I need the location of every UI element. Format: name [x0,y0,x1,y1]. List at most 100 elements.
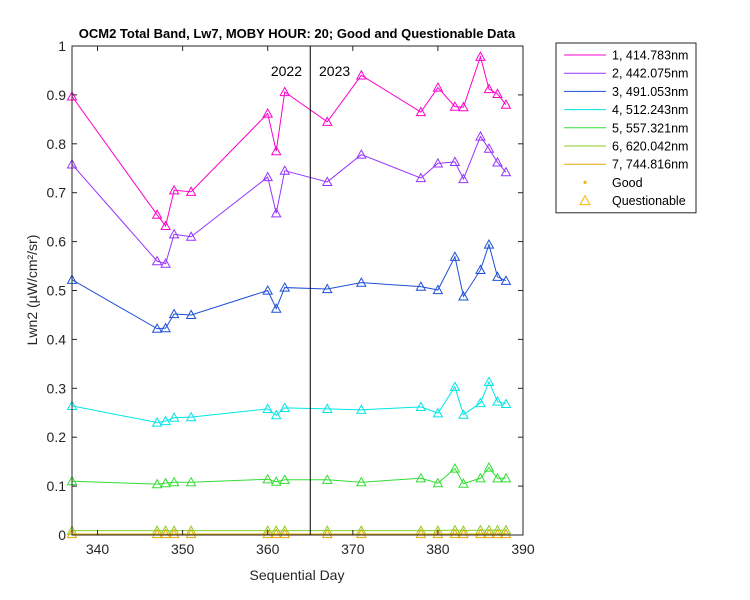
data-point [321,116,333,126]
data-point [168,476,180,487]
data-point [355,69,367,80]
data-point [270,476,282,486]
x-axis-label: Sequential Day [250,567,345,583]
chart-title: OCM2 Total Band, Lw7, MOBY HOUR: 20; Goo… [79,26,516,41]
y-tick-label: 0.4 [47,331,67,347]
data-point [185,411,197,422]
data-point [483,528,495,539]
data-point [458,290,469,301]
plot-area [66,45,524,539]
legend-label: 5, 557.321nm [612,121,688,135]
series-3 [66,239,512,333]
data-point [500,166,512,177]
data-point [432,407,444,418]
data-point [151,209,163,219]
data-point [458,101,469,112]
data-point [492,156,503,167]
data-point [449,462,461,473]
data-point [355,476,367,487]
data-point [262,107,274,118]
data-point [492,271,503,281]
data-point [279,165,291,175]
data-point [415,472,427,483]
y-tick-label: 0.1 [47,478,67,494]
legend-label: 2, 442.075nm [612,67,688,81]
y-tick-label: 0.7 [47,185,67,201]
legend-label: 4, 512.243nm [612,103,688,117]
data-point [432,477,444,488]
x-axis: 340 350 360 370 380 390 [86,46,535,557]
legend-label: 6, 620.042nm [612,140,688,154]
y-tick-label: 0.9 [47,87,67,103]
data-point [262,403,274,413]
data-point [168,184,180,195]
data-point [262,473,274,484]
data-point [279,282,291,292]
data-point [483,239,495,249]
data-point [185,309,197,320]
y-tick-label: 0.5 [47,283,67,299]
data-point [458,528,469,539]
y-tick-label: 0.6 [47,234,67,250]
data-point [492,395,503,406]
data-point [415,281,427,291]
data-point [185,528,197,539]
data-point [500,99,512,109]
data-point [475,51,486,61]
data-point [279,402,291,412]
data-point [151,478,163,489]
data-point [262,284,274,295]
data-point [355,404,367,414]
legend-label: Questionable [612,194,686,208]
data-point [475,397,486,408]
data-point [432,284,444,295]
data-point [500,275,512,285]
data-point [492,472,503,483]
data-point [475,528,486,539]
data-point [185,186,197,196]
series-line [71,55,507,228]
data-point [415,528,427,539]
series-7 [66,528,512,539]
data-point [458,478,469,488]
y-axis-label: Lwn2 (µW/cm²/sr) [24,235,40,346]
data-point [185,231,197,241]
data-point [475,130,486,141]
data-point [449,156,461,166]
data-point [458,173,469,184]
data-point [475,264,486,275]
data-point [483,376,495,387]
data-point [270,528,282,539]
data-point [279,474,291,484]
data-point [321,474,333,484]
data-point [270,409,282,420]
data-point [432,157,444,168]
plot-background [72,46,523,535]
legend-marker-triangle [579,194,591,206]
x-tick-label: 350 [171,541,195,557]
x-tick-label: 380 [426,541,450,557]
data-point [449,251,461,261]
x-tick-label: 340 [86,541,110,557]
data-point [168,528,180,539]
data-point [270,145,282,156]
data-point [483,143,495,153]
year-label-left: 2022 [271,63,302,79]
data-point [151,323,163,333]
data-point [151,255,163,266]
data-point [160,258,171,268]
x-tick-label: 370 [341,541,365,557]
data-point [492,528,503,539]
data-point [279,86,291,97]
data-point [321,403,333,413]
series-1 [66,51,512,231]
y-tick-label: 1 [58,38,66,54]
legend-label: 3, 491.053nm [612,85,688,99]
data-point [458,409,469,419]
data-point [321,528,333,539]
y-axis: 0 0.1 0.2 0.3 0.4 0.5 0.6 0.7 0.8 0.9 1 [47,38,523,543]
legend-label: 1, 414.783nm [612,49,688,63]
series-line [71,380,507,424]
data-point [160,220,171,231]
